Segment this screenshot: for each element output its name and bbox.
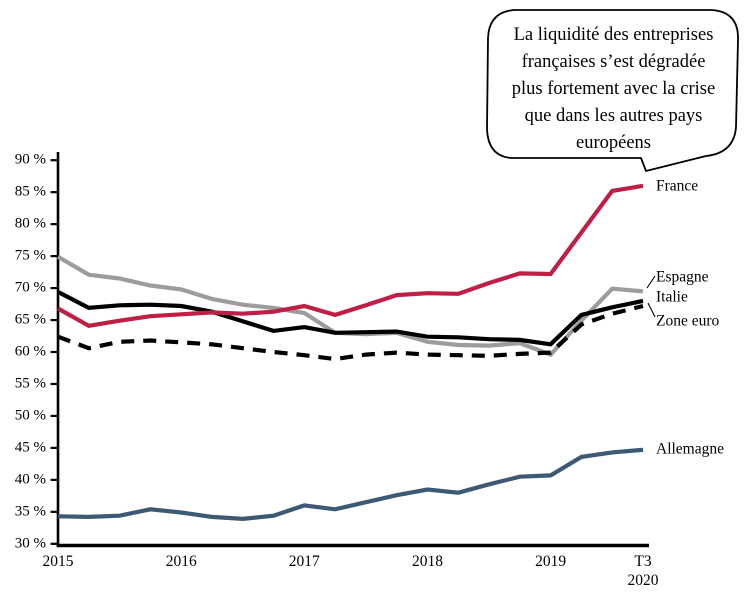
x-tick-label: 2017 (288, 553, 320, 570)
bubble-line: françaises s’est dégradée (521, 52, 706, 72)
series-lines (56, 183, 644, 522)
series-label-france: France (656, 177, 699, 195)
y-tick-label: 85 % (14, 183, 46, 200)
series-label-italie: Italie (656, 288, 688, 306)
series-label-zone-euro: Zone euro (656, 312, 720, 330)
y-tick-label: 65 % (14, 311, 46, 328)
y-tick-label: 55 % (14, 375, 46, 392)
y-tick-label: 40 % (14, 471, 46, 488)
speech-bubble-text: La liquidité des entreprises françaises … (489, 22, 738, 157)
y-tick-label: 75 % (14, 247, 46, 264)
y-tick-label: 80 % (14, 215, 46, 232)
series-line-zone-euro (57, 303, 644, 362)
series-label-allemagne: Allemagne (656, 440, 725, 458)
series-line-italie (57, 290, 644, 347)
y-tick-label: 45 % (14, 439, 46, 456)
x-tick-label: 2018 (412, 553, 443, 570)
y-tick-label: 35 % (14, 503, 46, 520)
y-tick-label: 60 % (14, 343, 46, 360)
x-tick-label: 2019 (535, 553, 567, 570)
label-connectors (646, 275, 656, 318)
speech-bubble-outline (486, 9, 739, 172)
x-tick-label: T3 2020 (627, 553, 659, 589)
bubble-line: La liquidité des entreprises (513, 25, 714, 45)
y-tick-label: 30 % (14, 535, 46, 552)
speech-bubble (486, 9, 739, 172)
y-tick-label: 90 % (14, 151, 46, 168)
series-line-france (56, 183, 644, 328)
series-line-allemagne (57, 447, 644, 522)
bubble-line: européens (576, 133, 651, 153)
y-tick-label: 70 % (14, 279, 46, 296)
label-connector-espagne (646, 275, 656, 289)
label-connector-zone-euro (647, 302, 656, 318)
bubble-line: que dans les autres pays (524, 106, 703, 126)
x-tick-label: 2016 (165, 553, 197, 570)
x-tick-label: 2015 (42, 553, 74, 570)
series-label-espagne: Espagne (656, 268, 709, 286)
y-tick-label: 50 % (14, 407, 46, 424)
axes (50, 152, 649, 548)
bubble-line: plus fortement avec la crise (511, 79, 716, 99)
